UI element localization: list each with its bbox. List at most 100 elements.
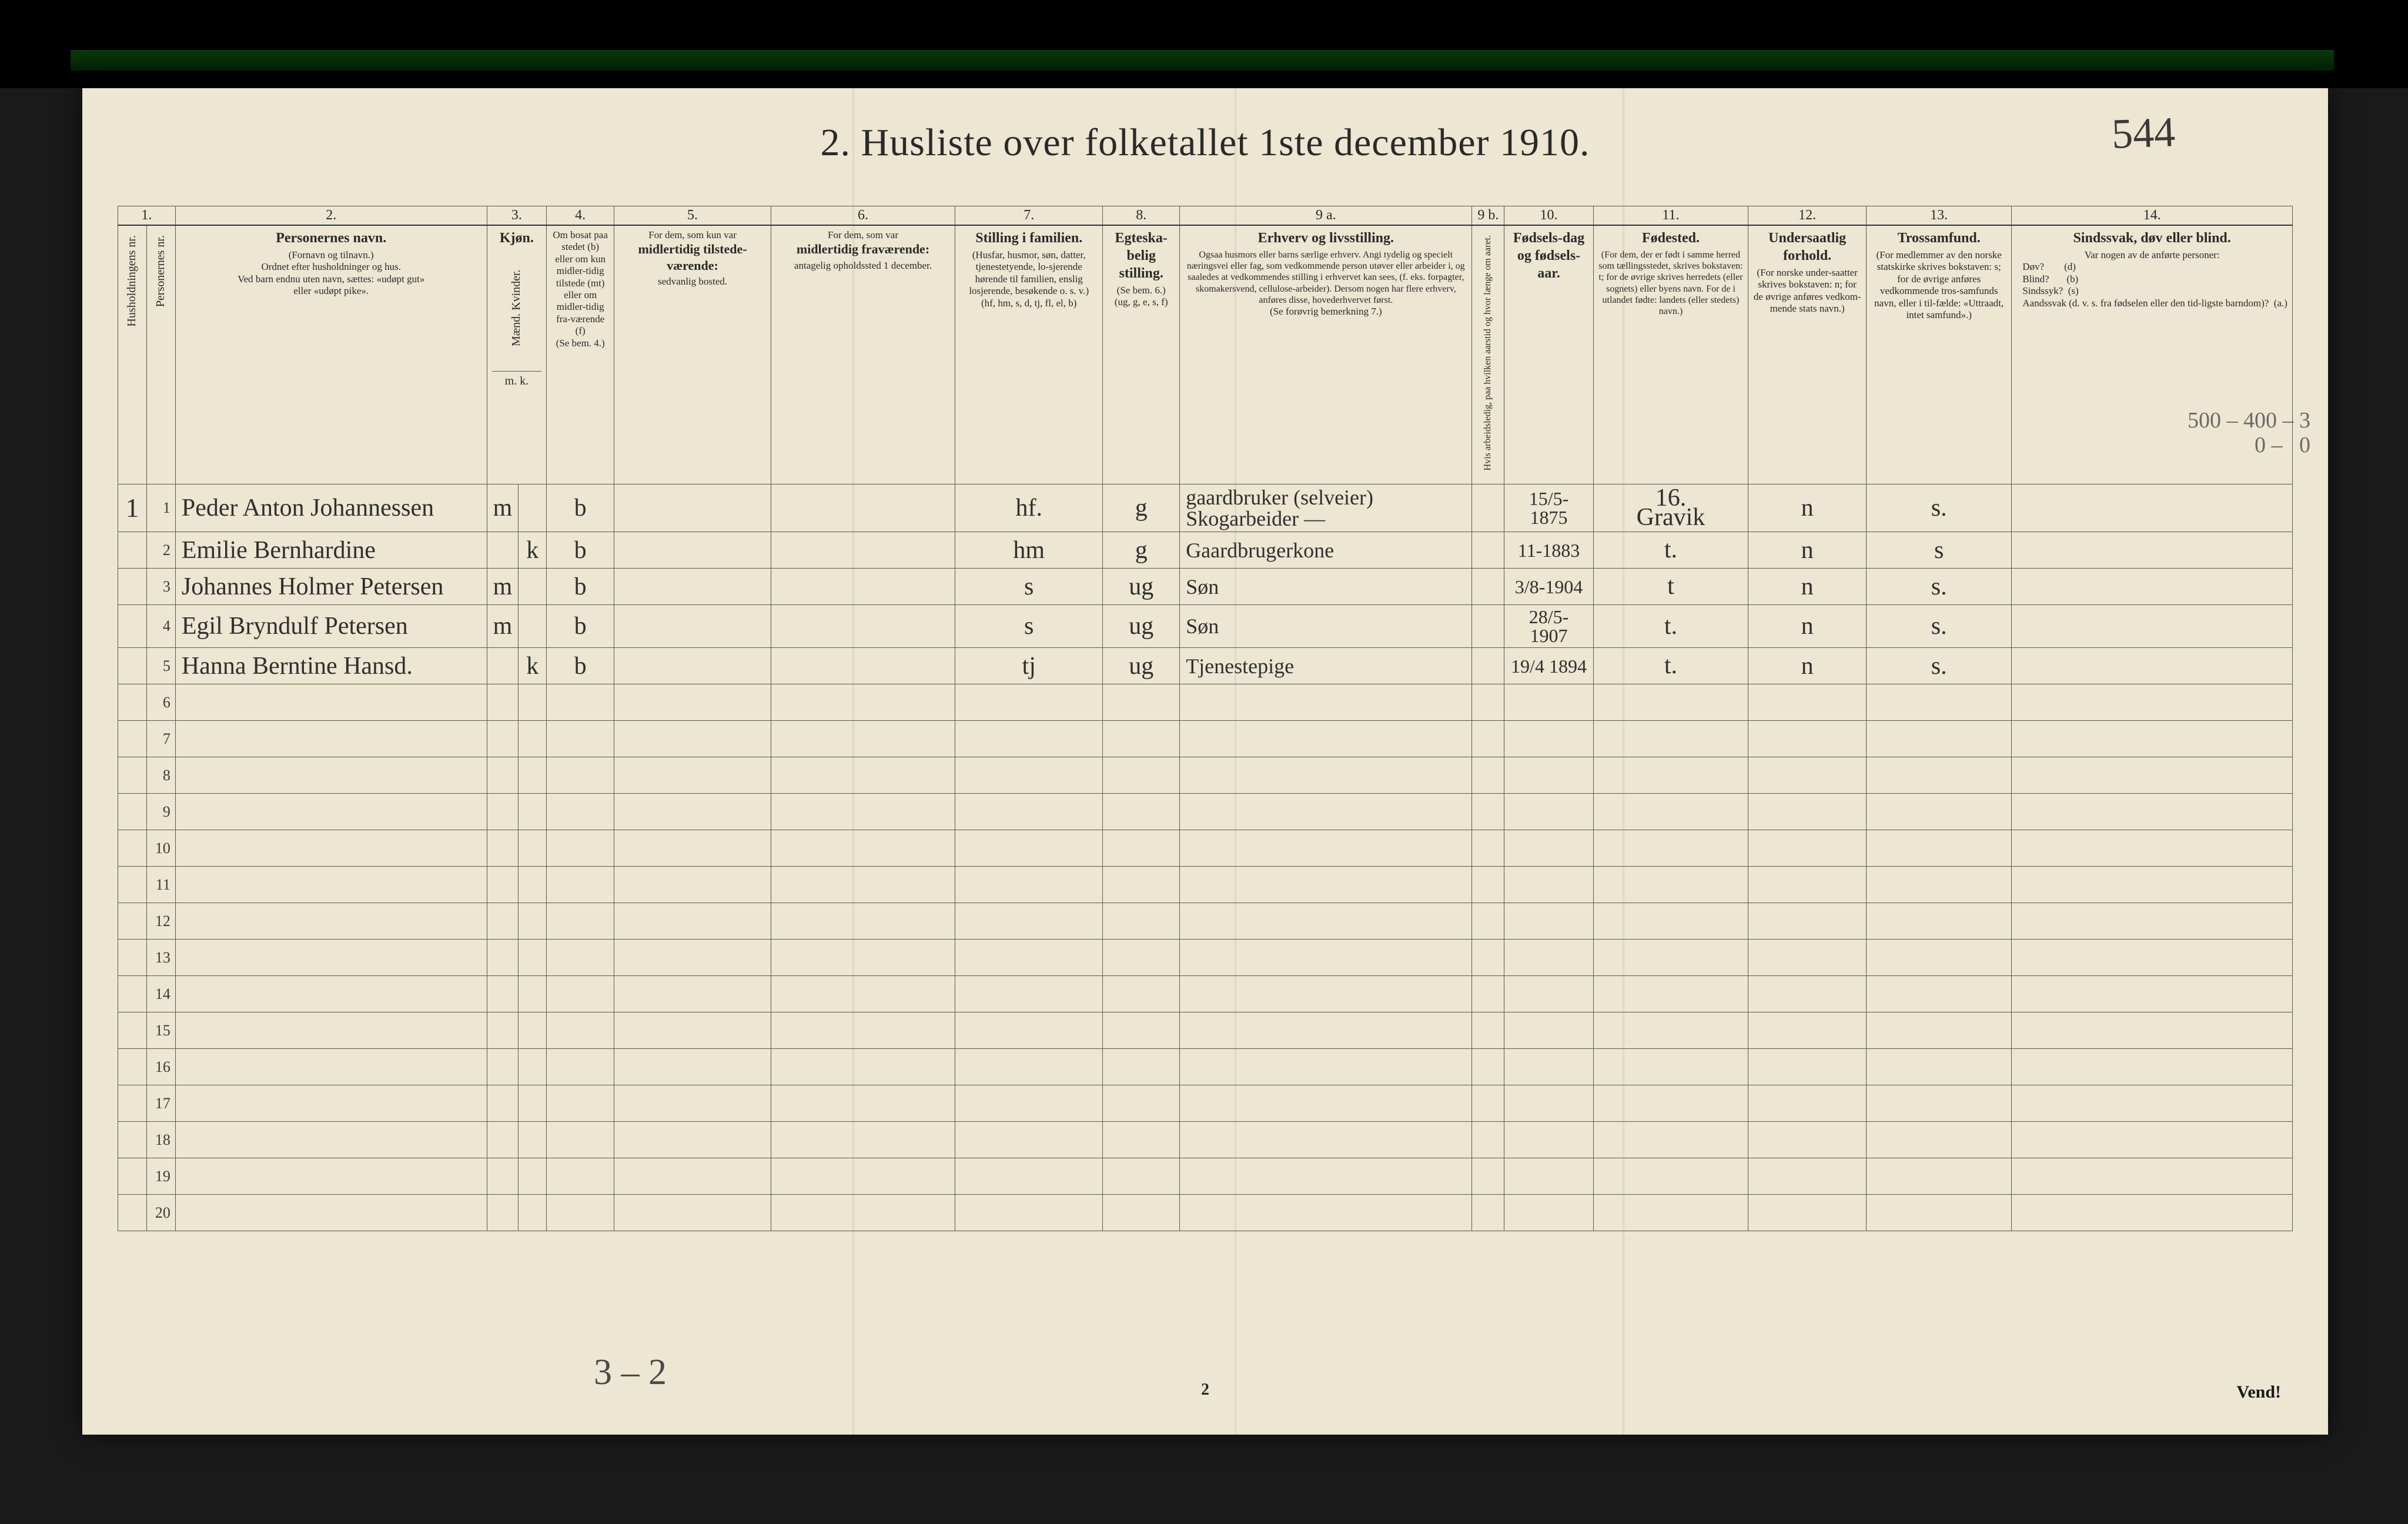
cell-occupation: Søn [1180, 569, 1472, 605]
cell-col5 [614, 569, 771, 605]
cell-household-nr [118, 569, 147, 605]
scanner-frame-top [0, 0, 2408, 88]
header-bosat: Om bosat paa stedet (b) eller om kun mid… [547, 225, 614, 484]
header-fodselsdato: Fødsels-dag og fødsels-aar. [1504, 225, 1593, 484]
blank-cell [175, 684, 487, 721]
blank-cell: 15 [146, 1012, 175, 1049]
blank-cell [118, 794, 147, 830]
blank-cell [1867, 757, 2012, 794]
blank-cell [118, 867, 147, 903]
blank-cell [1180, 1158, 1472, 1195]
blank-cell [614, 721, 771, 757]
blank-cell [1103, 1085, 1180, 1122]
blank-cell [1748, 1049, 1867, 1085]
blank-cell [547, 903, 614, 940]
cell-marital: g [1103, 532, 1180, 569]
blank-cell [1593, 903, 1748, 940]
blank-cell [1593, 1195, 1748, 1231]
table-row-blank: 16 [118, 1049, 2293, 1085]
cell-religion: s. [1867, 484, 2012, 532]
cell-marital: ug [1103, 648, 1180, 684]
cell-birthdate: 3/8-1904 [1504, 569, 1593, 605]
blank-cell [175, 721, 487, 757]
blank-cell [1504, 1195, 1593, 1231]
cell-family-position: hf. [955, 484, 1103, 532]
cell-occupation: Tjenestepige [1180, 648, 1472, 684]
cell-residence: b [547, 605, 614, 648]
blank-cell [1180, 721, 1472, 757]
blank-cell [1180, 940, 1472, 976]
blank-cell [519, 940, 547, 976]
cell-col14 [2012, 569, 2293, 605]
blank-cell [118, 1158, 147, 1195]
blank-cell [955, 757, 1103, 794]
blank-cell [614, 940, 771, 976]
blank-cell [955, 867, 1103, 903]
blank-cell [547, 976, 614, 1012]
cell-col6 [771, 605, 955, 648]
table-row-blank: 15 [118, 1012, 2293, 1049]
blank-cell [1472, 757, 1504, 794]
blank-cell [771, 757, 955, 794]
blank-cell [487, 1195, 519, 1231]
blank-cell [771, 684, 955, 721]
blank-cell [614, 830, 771, 867]
blank-cell [1103, 830, 1180, 867]
blank-cell [1504, 684, 1593, 721]
cell-col9b [1472, 648, 1504, 684]
cell-nationality: n [1748, 484, 1867, 532]
blank-cell [955, 1158, 1103, 1195]
blank-cell [1472, 940, 1504, 976]
blank-cell [1472, 1122, 1504, 1158]
blank-cell [1472, 1012, 1504, 1049]
cell-birthdate: 11-1883 [1504, 532, 1593, 569]
blank-cell [955, 1085, 1103, 1122]
blank-cell: 7 [146, 721, 175, 757]
blank-cell [175, 1012, 487, 1049]
cell-family-position: s [955, 569, 1103, 605]
cell-birthdate: 19/4 1894 [1504, 648, 1593, 684]
blank-cell [1867, 1122, 2012, 1158]
blank-cell [1472, 1049, 1504, 1085]
blank-cell [1103, 1012, 1180, 1049]
blank-cell [614, 1158, 771, 1195]
blank-cell [1472, 1195, 1504, 1231]
table-row-blank: 10 [118, 830, 2293, 867]
blank-cell [175, 940, 487, 976]
cell-person-nr: 4 [146, 605, 175, 648]
page-title: 2. Husliste over folketallet 1ste decemb… [821, 121, 1590, 164]
cell-person-nr: 3 [146, 569, 175, 605]
blank-cell [1180, 684, 1472, 721]
cell-person-nr: 5 [146, 648, 175, 684]
blank-cell [1593, 976, 1748, 1012]
blank-cell [1748, 757, 1867, 794]
blank-cell [614, 757, 771, 794]
header-egteskap: Egteska-belig stilling. (Se bem. 6.) (ug… [1103, 225, 1180, 484]
blank-cell [1748, 903, 1867, 940]
blank-cell: 12 [146, 903, 175, 940]
cell-name: Egil Bryndulf Petersen [175, 605, 487, 648]
blank-cell [519, 903, 547, 940]
blank-cell [955, 1049, 1103, 1085]
blank-cell [771, 1122, 955, 1158]
blank-cell [1748, 1158, 1867, 1195]
table-row-blank: 13 [118, 940, 2293, 976]
blank-cell [1593, 940, 1748, 976]
header-undersaatlig: Undersaatlig forhold. (For norske under-… [1748, 225, 1867, 484]
blank-cell [1867, 830, 2012, 867]
blank-cell [1180, 1012, 1472, 1049]
blank-cell [1103, 794, 1180, 830]
pencil-margin-note: 500 – 400 – 3 0 – 0 [2188, 409, 2310, 458]
colnum: 1. [118, 206, 176, 226]
blank-cell [1593, 757, 1748, 794]
blank-cell [1748, 867, 1867, 903]
blank-cell [118, 1122, 147, 1158]
cell-religion: s. [1867, 569, 2012, 605]
blank-cell [1103, 976, 1180, 1012]
blank-cell [118, 1195, 147, 1231]
blank-cell [1748, 721, 1867, 757]
blank-cell [1867, 1085, 2012, 1122]
blank-cell [2012, 867, 2293, 903]
blank-cell [614, 794, 771, 830]
blank-cell [1504, 1049, 1593, 1085]
